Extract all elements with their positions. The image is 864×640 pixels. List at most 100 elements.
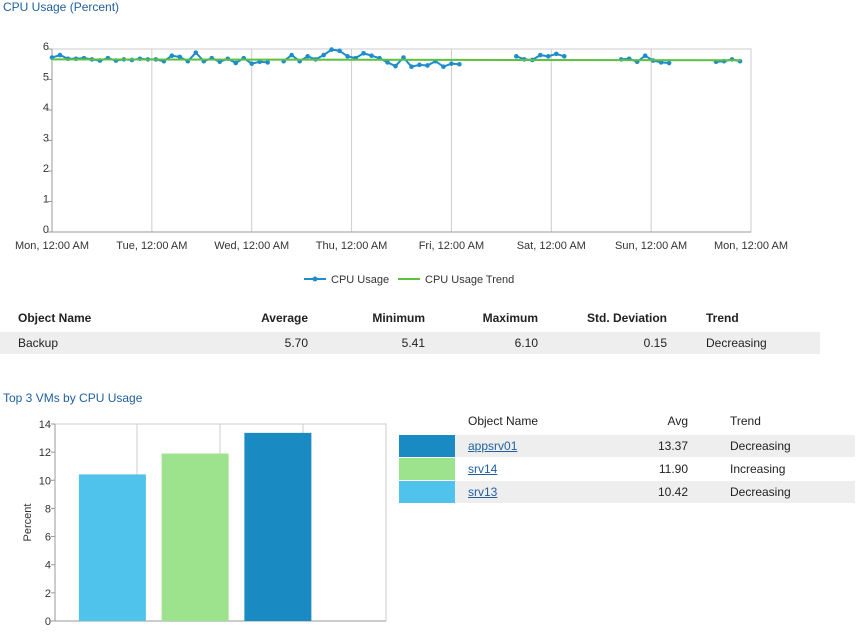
top-header-trend: Trend <box>730 414 761 428</box>
stats-cell-average: 5.70 <box>208 332 308 354</box>
cpu-usage-point <box>193 50 199 55</box>
cpu-usage-point <box>329 47 334 52</box>
avg-cell: 11.90 <box>658 462 688 476</box>
bar-srv13 <box>78 474 146 621</box>
stats-header-std-deviation: Std. Deviation <box>586 311 667 325</box>
object-name-cell: srv13 <box>461 480 628 503</box>
bar-y-tick-label: 2 <box>45 588 51 600</box>
cpu-stats-table: Object Name Average Minimum Maximum Std.… <box>0 304 820 354</box>
table-row: appsrv01 13.37 Decreasing <box>399 434 855 458</box>
cpu-usage-point <box>217 59 223 65</box>
y-tick-label: 2 <box>43 163 49 175</box>
stats-header-minimum: Minimum <box>372 311 425 325</box>
stats-cell-std-deviation: 0.15 <box>538 332 667 354</box>
cpu-trend-line <box>51 58 742 62</box>
bar-y-tick-label: 0 <box>45 616 51 628</box>
cpu-usage-point <box>289 52 294 58</box>
legend-cpu-usage-label: CPU Usage <box>331 274 389 286</box>
cpu-usage-point <box>57 52 63 58</box>
cpu-usage-point <box>393 63 398 69</box>
table-row: srv14 11.90 Increasing <box>399 457 855 481</box>
cpu-usage-point <box>169 53 175 59</box>
stats-cell-trend: Decreasing <box>667 332 820 354</box>
stats-cell-object-name: Backup <box>0 332 208 354</box>
x-tick-label: Tue, 12:00 AM <box>116 240 187 252</box>
cpu-usage-point <box>457 61 462 67</box>
object-name-cell: appsrv01 <box>461 434 628 458</box>
stats-header-object-name: Object Name <box>18 311 92 325</box>
table-row: srv13 10.42 Decreasing <box>399 480 855 503</box>
cpu-usage-chart-title: CPU Usage (Percent) <box>3 0 120 14</box>
cpu-usage-line-chart: Mon, 12:00 AM Tue, 12:00 AM Wed, 12:00 AM T… <box>15 41 788 286</box>
stats-row: Backup 5.70 5.41 6.10 0.15 Decreasing <box>0 332 820 354</box>
cpu-usage-point <box>233 60 239 66</box>
stats-header-average: Average <box>261 311 308 325</box>
y-tick-label: 0 <box>43 224 49 236</box>
top-header-swatch <box>399 408 461 435</box>
vm-link-srv14[interactable]: srv14 <box>468 462 498 476</box>
top-vms-chart-title: Top 3 VMs by CPU Usage <box>3 391 143 405</box>
cpu-usage-point <box>425 63 430 68</box>
x-tick-label: Wed, 12:00 AM <box>214 240 289 252</box>
bar-y-tick-label: 4 <box>45 560 51 572</box>
stats-header-maximum: Maximum <box>482 311 538 325</box>
trend-cell: Decreasing <box>688 434 855 458</box>
cpu-usage-point <box>249 61 255 66</box>
bar-y-tick-label: 14 <box>39 419 51 431</box>
stats-cell-minimum: 5.41 <box>308 332 425 354</box>
y-tick-label: 6 <box>43 41 49 53</box>
color-swatch-cell <box>399 480 461 503</box>
x-tick-label: Thu, 12:00 AM <box>316 240 388 252</box>
cpu-usage-point <box>441 64 446 69</box>
cpu-usage-point <box>337 48 342 54</box>
cpu-usage-point <box>561 54 567 59</box>
bar-y-tick-label: 12 <box>39 447 51 459</box>
cpu-usage-point <box>321 52 326 58</box>
stats-cell-maximum: 6.10 <box>425 332 538 354</box>
cpu-usage-point <box>538 52 543 58</box>
color-swatch-cell <box>399 434 461 458</box>
cpu-usage-point <box>545 54 551 59</box>
cpu-usage-point <box>265 60 270 65</box>
cpu-usage-point <box>642 53 648 59</box>
cpu-usage-point <box>553 51 559 57</box>
y-tick-label: 4 <box>43 102 49 114</box>
cpu-usage-point <box>409 64 414 69</box>
legend-cpu-trend-label: CPU Usage Trend <box>425 274 514 286</box>
y-tick-label: 3 <box>43 133 49 145</box>
trend-cell: Increasing <box>730 462 786 476</box>
color-swatch <box>399 481 455 503</box>
cpu-usage-point <box>666 60 672 66</box>
cpu-usage-point <box>417 62 422 68</box>
cpu-usage-point <box>369 53 374 59</box>
stats-header-row: Object Name Average Minimum Maximum Std.… <box>0 304 820 332</box>
color-swatch <box>399 458 455 480</box>
cpu-usage-point <box>361 50 366 56</box>
bar-y-tick-label: 10 <box>39 475 51 487</box>
trend-cell: Decreasing <box>688 480 855 503</box>
cpu-usage-point <box>305 54 310 59</box>
cpu-usage-point <box>449 61 454 66</box>
top-vms-bar-chart: 0 2 4 6 8 10 12 14 Percent <box>22 419 387 628</box>
top-vms-table: Object Name Avg Trend appsrv01 13.37 Dec… <box>399 408 855 503</box>
vm-link-srv13[interactable]: srv13 <box>468 485 498 499</box>
bar-appsrv01 <box>244 432 312 621</box>
bar-y-axis-label: Percent <box>22 504 34 542</box>
top-header-object-name: Object Name <box>468 414 539 428</box>
vm-link-appsrv01[interactable]: appsrv01 <box>468 439 518 453</box>
y-tick-label: 1 <box>43 194 49 206</box>
stats-header-trend: Trend <box>706 311 739 325</box>
cpu-usage-point <box>177 54 183 60</box>
x-tick-label: Mon, 12:00 AM <box>15 240 89 252</box>
bar-y-tick-label: 8 <box>45 503 51 515</box>
x-tick-label: Sat, 12:00 AM <box>517 240 586 252</box>
cpu-usage-point <box>658 60 664 65</box>
x-tick-label: Sun, 12:00 AM <box>615 240 687 252</box>
bar-y-tick-label: 6 <box>45 532 51 544</box>
cpu-usage-point <box>514 54 519 59</box>
top-header-row: Object Name Avg Trend <box>399 408 855 435</box>
x-tick-label: Mon, 12:00 AM <box>714 240 788 252</box>
avg-cell: 13.37 <box>628 434 688 458</box>
cpu-usage-point <box>345 54 350 59</box>
x-tick-label: Fri, 12:00 AM <box>419 240 484 252</box>
